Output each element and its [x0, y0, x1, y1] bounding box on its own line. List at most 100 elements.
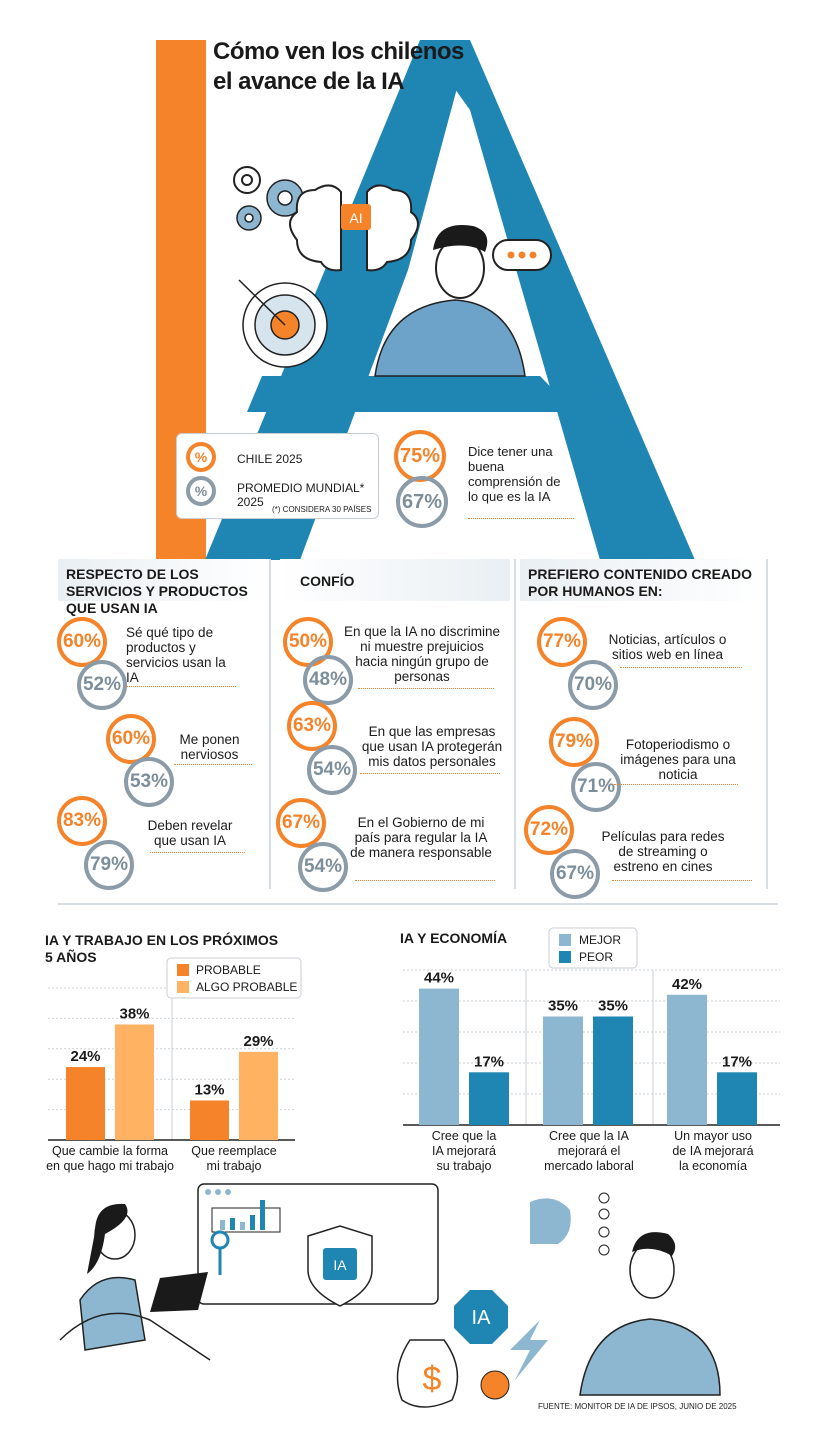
- chart1-bar: [66, 1067, 105, 1140]
- s1-item3-mundial: 79%: [84, 840, 134, 890]
- chart1-legend-label: ALGO PROBABLE: [196, 980, 297, 994]
- octagon-label: IA: [472, 1307, 492, 1329]
- chart1-bar: [239, 1051, 278, 1140]
- s1-item1-dots: [126, 686, 236, 687]
- chart2-economy: 44% 17% 35% 35% 42% 17% Cree que la IA mejorará…: [403, 927, 780, 1173]
- chart2-legend-label: PEOR: [579, 950, 613, 964]
- s3-item3-text: Películas para redes de streaming o estr…: [601, 829, 725, 874]
- ai-chip-label: AI: [349, 210, 362, 226]
- section-title-1: RESPECTO DE LOS SERVICIOS Y PRODUCTOS QU…: [66, 566, 248, 616]
- target-icon: [238, 279, 328, 368]
- gear-icon: [236, 205, 262, 231]
- a-crossbar: [247, 376, 575, 412]
- headline-stat: 75% 67% Dice tener una buena comprensión…: [392, 428, 582, 528]
- brain-icon: [289, 184, 419, 272]
- s2-item2-text: En que las empresas que usan IA proteger…: [361, 724, 503, 769]
- s1-item2-text: Me ponen nerviosos: [179, 732, 240, 762]
- s1-item3-text: Deben revelar que usan IA: [147, 818, 233, 848]
- legend-mundial-symbol: %: [194, 483, 208, 499]
- chart2-bar: [593, 1016, 633, 1125]
- section-header-3-bg: [520, 559, 766, 601]
- chart2-value-label: 17%: [474, 1053, 504, 1070]
- chart1-value-label: 13%: [194, 1081, 224, 1098]
- woman-laptop-illustration: [59, 1203, 211, 1361]
- s2-item3-chile: 67%: [276, 798, 326, 848]
- section-header-2-bg: [280, 559, 510, 601]
- s3-item1-chile: 77%: [537, 617, 587, 667]
- thinking-person-illustration: [374, 225, 526, 377]
- chart1-category-label: Que cambie la forma en que hago mi trabaj…: [46, 1144, 174, 1173]
- chart1-value-label: 24%: [70, 1048, 100, 1065]
- s3-item2-dots: [614, 784, 738, 785]
- s3-item1-mundial: 70%: [568, 660, 618, 710]
- shield-chip-icon: IA: [307, 1225, 373, 1307]
- chart2-category-label: Un mayor uso de IA mejorará la economía: [672, 1129, 753, 1173]
- source-note: FUENTE: MONITOR DE IA DE IPSOS, JUNIO DE…: [538, 1402, 737, 1411]
- chart1-legend-swatch: [177, 964, 189, 976]
- legend-mundial-year: 2025: [237, 495, 264, 509]
- chart2-legend: MEJOR PEOR: [548, 927, 638, 969]
- title-line2: el avance de la IA: [213, 68, 405, 95]
- chart1-category-label: Que reemplace mi trabajo: [191, 1144, 277, 1173]
- a-left-leg: [205, 40, 470, 560]
- headline-dots: [468, 518, 574, 519]
- key-icon: [210, 1230, 230, 1275]
- s2-item1-dots: [358, 688, 494, 689]
- chart1-value-label: 29%: [243, 1033, 273, 1050]
- section-divider-horizontal: [58, 903, 778, 905]
- s2-item1-mundial: 48%: [303, 655, 353, 705]
- chart2-value-label: 17%: [722, 1053, 752, 1070]
- chart2-bar: [717, 1072, 757, 1125]
- gear-icon: [266, 179, 304, 217]
- bottom-illustration: IA IA $: [59, 1183, 721, 1408]
- s2-item3-text: En el Gobierno de mi país para regular l…: [350, 815, 492, 860]
- s2-item2-chile: 63%: [287, 701, 337, 751]
- legend-note: (*) CONSIDERA 30 PAÍSES: [272, 505, 372, 514]
- chart1-legend-box: [166, 957, 302, 999]
- chart2-bar: [419, 988, 459, 1125]
- big-a-graphic: [156, 40, 695, 560]
- speech-bubble-icon: [492, 239, 552, 271]
- octagon-ia-icon: IA: [454, 1290, 508, 1344]
- chart1-value-label: 38%: [119, 1005, 149, 1022]
- headline-mundial-ring: 67%: [396, 476, 448, 528]
- section-header-1-bg: [58, 559, 270, 601]
- chart2-bar: [469, 1072, 509, 1125]
- chart1-title: IA Y TRABAJO EN LOS PRÓXIMOS 5 AÑOS: [45, 932, 279, 965]
- s2-item3-mundial: 54%: [298, 842, 348, 892]
- page-title: Cómo ven los chilenos el avance de la IA: [213, 37, 464, 97]
- s3-item3-dots: [612, 880, 752, 881]
- a-right-leg: [420, 40, 695, 560]
- robot-head-icon: [530, 1192, 610, 1256]
- s2-item3-dots: [355, 880, 495, 881]
- title-line1: Cómo ven los chilenos: [213, 38, 464, 65]
- legend-chile-ring: %: [186, 442, 216, 472]
- section-title-3: PREFIERO CONTENIDO CREADO POR HUMANOS EN…: [528, 566, 753, 599]
- chart1-legend: PROBABLE ALGO PROBABLE: [166, 957, 302, 999]
- s1-item2-dots: [174, 764, 252, 765]
- chart2-bar: [667, 994, 707, 1125]
- lightning-icon: [510, 1320, 548, 1380]
- chart2-title: IA Y ECONOMÍA: [400, 930, 508, 946]
- s2-item2-dots: [360, 773, 500, 774]
- s1-item2-mundial: 53%: [124, 757, 174, 807]
- top-illustration: AI: [233, 166, 552, 377]
- legend-box: % CHILE 2025 % PROMEDIO MUNDIAL* 2025 (*…: [176, 433, 379, 519]
- ai-chip: [341, 204, 371, 230]
- chart1-work: 24% 38% 13% 29% Que cambie la forma en que ha…: [46, 957, 302, 1173]
- man-thinking-illustration: [579, 1232, 721, 1396]
- chart2-category-label: Cree que la IA mejorará su trabajo: [432, 1129, 497, 1173]
- s3-item3-mundial: 67%: [550, 849, 600, 899]
- s1-item2-chile: 60%: [106, 714, 156, 764]
- chart1-legend-label: PROBABLE: [196, 963, 261, 977]
- s3-item2-mundial: 71%: [571, 762, 621, 812]
- s2-item1-text: En que la IA no discrimine ni muestre pr…: [343, 624, 501, 684]
- chart1-bar: [115, 1024, 154, 1140]
- s1-item1-text: Sé qué tipo de productos y servicios usa…: [126, 625, 226, 685]
- legend-chile-label: CHILE 2025: [237, 452, 303, 466]
- s1-item1-chile: 60%: [57, 617, 107, 667]
- legend-mundial-label: PROMEDIO MUNDIAL*: [237, 481, 365, 495]
- money-symbol: $: [423, 1360, 442, 1398]
- s3-item2-text: Fotoperiodismo o imágenes para una notic…: [620, 737, 736, 782]
- section-divider-3: [766, 559, 768, 889]
